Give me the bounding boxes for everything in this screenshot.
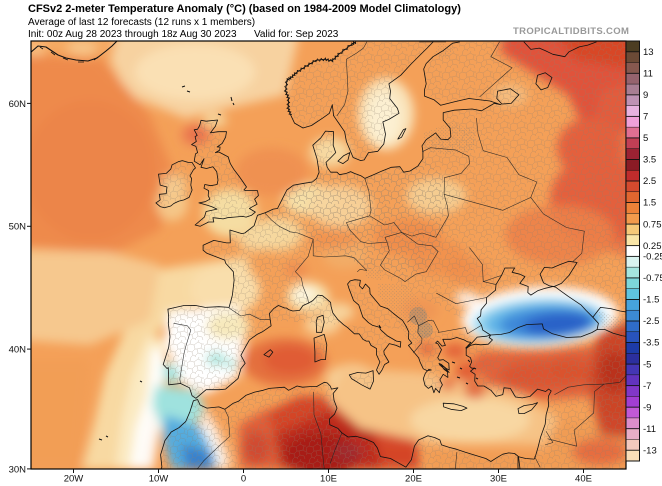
svg-text:10W: 10W [149,474,169,485]
svg-text:-1.5: -1.5 [643,295,659,306]
svg-text:40E: 40E [575,474,592,485]
svg-text:3.5: 3.5 [643,155,656,166]
svg-text:40N: 40N [9,345,27,356]
svg-text:-11: -11 [643,424,656,435]
svg-text:0.25: 0.25 [643,241,662,252]
svg-text:0.75: 0.75 [643,219,662,230]
svg-text:1.5: 1.5 [643,198,656,209]
svg-text:-13: -13 [643,445,657,456]
svg-text:60N: 60N [9,99,27,110]
svg-text:10E: 10E [320,474,337,485]
svg-text:-7: -7 [643,381,651,392]
svg-text:13: 13 [643,47,654,58]
svg-text:-0.25: -0.25 [643,252,662,263]
svg-text:-3.5: -3.5 [643,338,659,349]
svg-text:2.5: 2.5 [643,176,656,187]
svg-text:-0.75: -0.75 [643,273,662,284]
svg-text:11: 11 [643,69,653,80]
svg-text:0: 0 [241,474,246,485]
svg-text:30E: 30E [490,474,507,485]
svg-text:20W: 20W [64,474,84,485]
svg-text:-9: -9 [643,402,651,413]
svg-text:50N: 50N [9,222,27,233]
svg-text:7: 7 [643,112,648,123]
svg-text:5: 5 [643,133,648,144]
svg-text:9: 9 [643,90,648,101]
svg-text:-5: -5 [643,359,651,370]
svg-text:20E: 20E [405,474,422,485]
svg-text:-2.5: -2.5 [643,316,659,327]
svg-text:30N: 30N [9,464,27,475]
